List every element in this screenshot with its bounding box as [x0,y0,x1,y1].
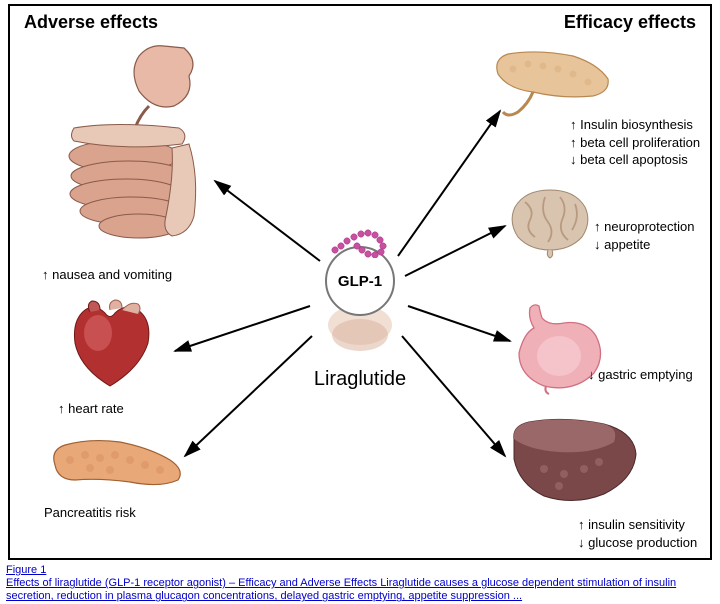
heading-adverse: Adverse effects [24,12,158,33]
pancreas-eff-l3: ↓ beta cell apoptosis [570,151,700,169]
stomach-effect-text: ↓ gastric emptying [588,366,693,384]
drug-name-label: Liraglutide [310,368,410,391]
liver-icon [504,414,644,514]
pancreas-efficacy-text: ↑ Insulin biosynthesis ↑ beta cell proli… [570,116,700,169]
pancreas-eff-l2: ↑ beta cell proliferation [570,134,700,152]
brain-icon [500,182,600,262]
gi-tract-icon [54,36,234,246]
glp1-label: GLP-1 [338,273,382,290]
pancreas-efficacy-icon [478,44,618,124]
center-molecule: GLP-1 Liraglutide [310,246,410,386]
heart-effect-text: ↑ heart rate [58,400,124,418]
figure-caption[interactable]: Figure 1 Effects of liraglutide (GLP-1 r… [6,564,714,604]
pancreas-adverse-icon [40,430,190,500]
heading-efficacy: Efficacy effects [564,12,696,33]
liver-l1: ↑ insulin sensitivity [578,516,697,534]
heart-icon [60,298,170,398]
molecule-beads-icon [325,222,395,258]
pancreas-eff-l1: ↑ Insulin biosynthesis [570,116,700,134]
gi-effect-text: ↑ nausea and vomiting [42,266,172,284]
liver-l2: ↓ glucose production [578,534,697,552]
brain-l1: ↑ neuroprotection [594,218,694,236]
pancreatitis-text: Pancreatitis risk [44,504,136,522]
caption-figlabel[interactable]: Figure 1 [6,564,714,577]
brain-l2: ↓ appetite [594,236,694,254]
figure-frame: Adverse effects Efficacy effects [8,4,712,560]
brain-effect-text: ↑ neuroprotection ↓ appetite [594,218,694,253]
caption-text[interactable]: Effects of liraglutide (GLP-1 receptor a… [6,577,714,603]
liver-effect-text: ↑ insulin sensitivity ↓ glucose producti… [578,516,697,551]
